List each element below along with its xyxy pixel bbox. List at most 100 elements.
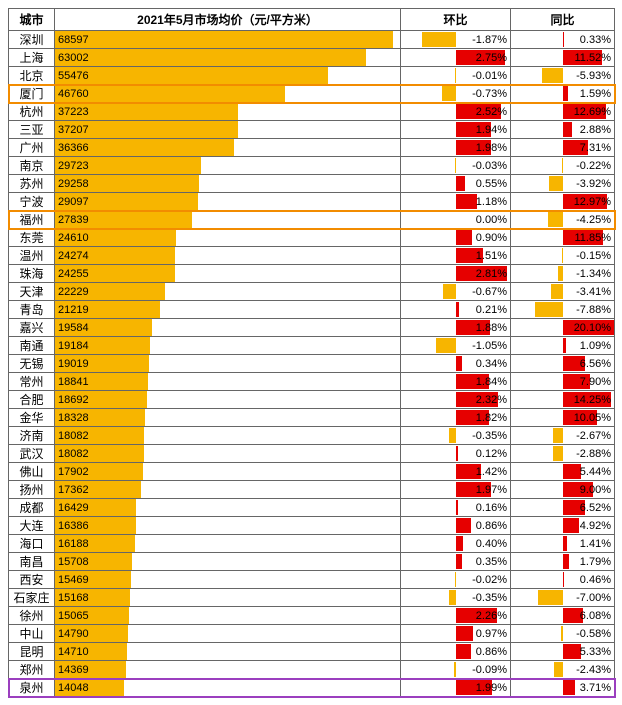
price-bar-cell: 18841 <box>55 373 401 391</box>
pct-cell: 1.94% <box>401 121 511 139</box>
table-row: 金华183281.82%10.05% <box>9 409 615 427</box>
pct-label: 0.55% <box>476 178 507 190</box>
pct-cell: -5.93% <box>511 67 615 85</box>
pct-cell: -3.41% <box>511 283 615 301</box>
pct-cell: 0.34% <box>401 355 511 373</box>
city-cell: 深圳 <box>9 31 55 49</box>
pct-label: -2.88% <box>576 448 611 460</box>
price-bar-cell: 18328 <box>55 409 401 427</box>
price-bar-cell: 37207 <box>55 121 401 139</box>
pct-cell: 20.10% <box>511 319 615 337</box>
pct-label: 4.92% <box>580 520 611 532</box>
city-cell: 苏州 <box>9 175 55 193</box>
price-bar-cell: 18082 <box>55 427 401 445</box>
pct-label: 5.33% <box>580 646 611 658</box>
price-label: 24274 <box>58 250 89 262</box>
table-row: 南昌157080.35%1.79% <box>9 553 615 571</box>
pct-cell: 5.44% <box>511 463 615 481</box>
city-cell: 厦门 <box>9 85 55 103</box>
price-bar-cell: 16386 <box>55 517 401 535</box>
table-row: 海口161880.40%1.41% <box>9 535 615 553</box>
pct-cell: 1.98% <box>401 139 511 157</box>
pct-label: 5.44% <box>580 466 611 478</box>
price-bar-cell: 46760 <box>55 85 401 103</box>
price-bar-cell: 16429 <box>55 499 401 517</box>
pct-cell: 1.18% <box>401 193 511 211</box>
price-label: 21219 <box>58 304 89 316</box>
pct-label: 1.97% <box>476 484 507 496</box>
pct-cell: 2.75% <box>401 49 511 67</box>
price-bar-cell: 15708 <box>55 553 401 571</box>
price-label: 16429 <box>58 502 89 514</box>
pct-cell: -0.58% <box>511 625 615 643</box>
price-label: 68597 <box>58 34 89 46</box>
table-row: 深圳68597-1.87%0.33% <box>9 31 615 49</box>
city-cell: 杭州 <box>9 103 55 121</box>
pct-cell: 4.92% <box>511 517 615 535</box>
pct-label: 1.88% <box>476 322 507 334</box>
pct-label: 14.25% <box>574 394 611 406</box>
price-label: 29258 <box>58 178 89 190</box>
price-label: 29097 <box>58 196 89 208</box>
pct-label: 1.41% <box>580 538 611 550</box>
price-bar-cell: 14790 <box>55 625 401 643</box>
city-cell: 海口 <box>9 535 55 553</box>
price-label: 24610 <box>58 232 89 244</box>
pct-label: 1.99% <box>476 682 507 694</box>
pct-cell: 1.09% <box>511 337 615 355</box>
pct-label: -0.35% <box>472 592 507 604</box>
pct-label: 12.69% <box>574 106 611 118</box>
price-label: 15469 <box>58 574 89 586</box>
table-row: 石家庄15168-0.35%-7.00% <box>9 589 615 607</box>
price-label: 18841 <box>58 376 89 388</box>
city-cell: 东莞 <box>9 229 55 247</box>
pct-label: 9.00% <box>580 484 611 496</box>
price-label: 19184 <box>58 340 89 352</box>
price-label: 18082 <box>58 430 89 442</box>
price-bar-cell: 14369 <box>55 661 401 679</box>
pct-label: 7.90% <box>580 376 611 388</box>
price-bar-cell: 63002 <box>55 49 401 67</box>
price-table: 城市 2021年5月市场均价（元/平方米） 环比 同比 深圳68597-1.87… <box>8 8 615 697</box>
city-cell: 大连 <box>9 517 55 535</box>
city-cell: 泉州 <box>9 679 55 697</box>
city-cell: 南昌 <box>9 553 55 571</box>
table-row: 杭州372232.52%12.69% <box>9 103 615 121</box>
price-label: 29723 <box>58 160 89 172</box>
table-row: 青岛21219 0.21%-7.88% <box>9 301 615 319</box>
pct-cell: -0.73% <box>401 85 511 103</box>
pct-cell: 0.12% <box>401 445 511 463</box>
pct-cell: -0.01% <box>401 67 511 85</box>
table-row: 泉州140481.99%3.71% <box>9 679 615 697</box>
city-cell: 石家庄 <box>9 589 55 607</box>
pct-label: 1.94% <box>476 124 507 136</box>
pct-cell: 0.21% <box>401 301 511 319</box>
pct-label: -1.34% <box>576 268 611 280</box>
price-label: 17362 <box>58 484 89 496</box>
pct-label: 1.51% <box>476 250 507 262</box>
pct-cell: 2.52% <box>401 103 511 121</box>
pct-label: 1.18% <box>476 196 507 208</box>
table-row: 佛山179021.42%5.44% <box>9 463 615 481</box>
pct-cell: -7.88% <box>511 301 615 319</box>
pct-cell: 0.97% <box>401 625 511 643</box>
pct-label: 2.81% <box>476 268 507 280</box>
table-row: 珠海242552.81%-1.34% <box>9 265 615 283</box>
table-row: 成都164290.16%6.52% <box>9 499 615 517</box>
pct-cell: -2.88% <box>511 445 615 463</box>
price-bar-cell: 29258 <box>55 175 401 193</box>
pct-label: 0.34% <box>476 358 507 370</box>
price-label: 24255 <box>58 268 89 280</box>
pct-label: 2.88% <box>580 124 611 136</box>
price-bar-cell: 19184 <box>55 337 401 355</box>
pct-cell: 0.46% <box>511 571 615 589</box>
city-cell: 郑州 <box>9 661 55 679</box>
price-label: 15065 <box>58 610 89 622</box>
pct-label: 11.52% <box>575 52 612 64</box>
city-cell: 青岛 <box>9 301 55 319</box>
pct-label: -0.35% <box>472 430 507 442</box>
table-row: 广州363661.98%7.31% <box>9 139 615 157</box>
pct-cell: -0.02% <box>401 571 511 589</box>
pct-cell: 6.56% <box>511 355 615 373</box>
pct-label: -2.43% <box>576 664 611 676</box>
